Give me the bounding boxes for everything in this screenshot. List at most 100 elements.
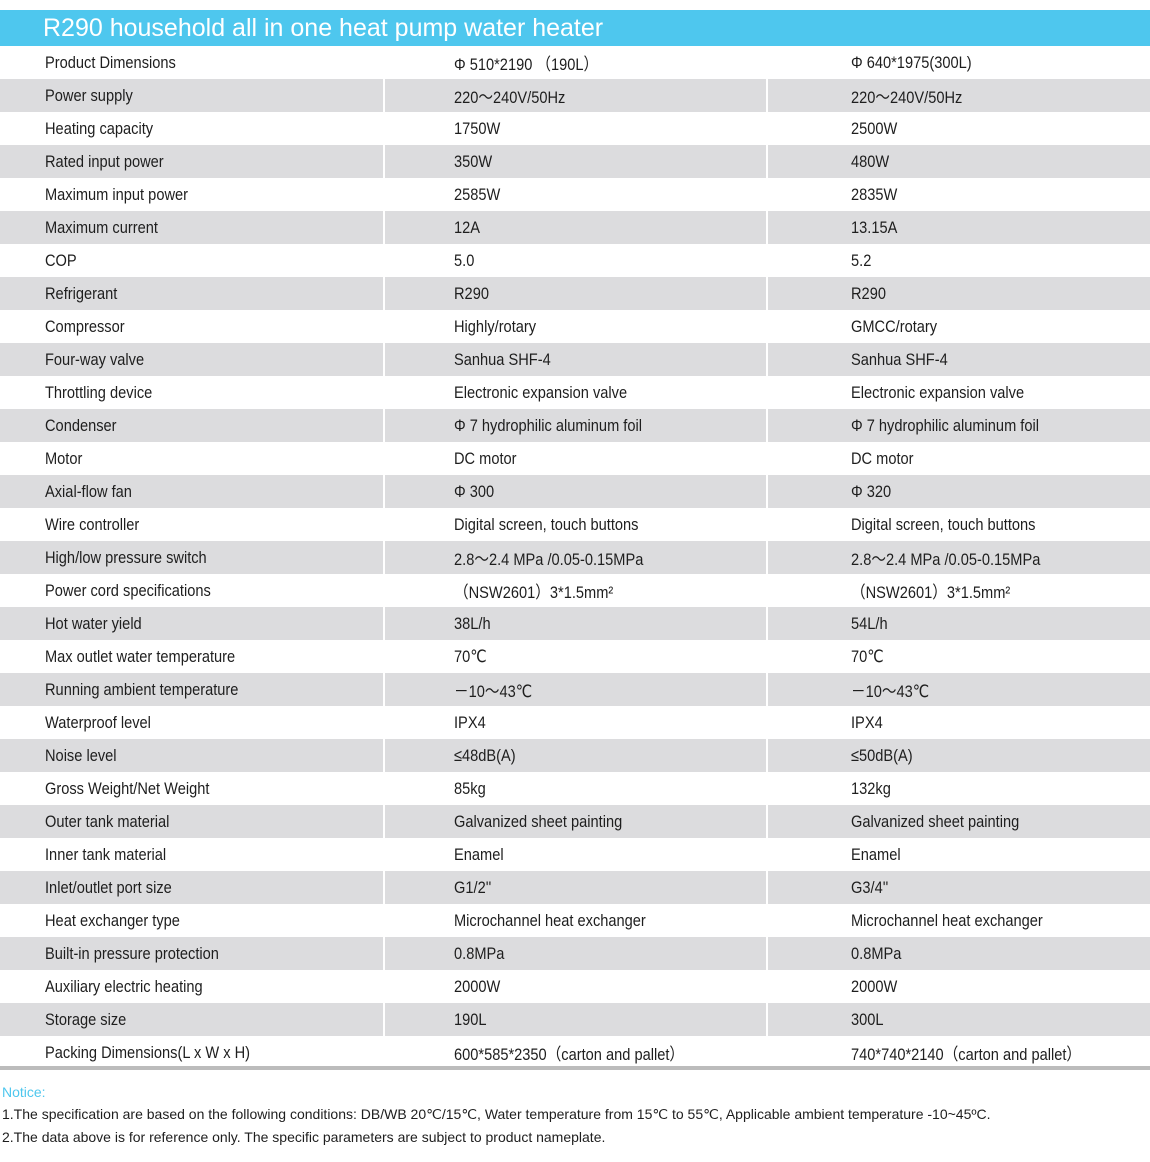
value-190l-cell: 5.0	[383, 244, 766, 277]
value-190l-cell: Sanhua SHF-4	[383, 343, 766, 376]
row-label-cell: High/low pressure switch	[0, 541, 383, 574]
value-190l: 85kg	[454, 778, 486, 798]
value-190l-cell: 2585W	[383, 178, 766, 211]
value-300l: 740*740*2140（carton and pallet）	[851, 1045, 1082, 1064]
value-190l: 70℃	[454, 646, 487, 666]
value-190l-cell: （NSW2601）3*1.5mm²	[383, 574, 766, 607]
row-label-cell: Four-way valve	[0, 343, 383, 376]
row-label: Axial-flow fan	[45, 481, 132, 501]
value-300l: 2500W	[851, 118, 898, 138]
value-300l: 2000W	[851, 976, 898, 996]
value-190l: Electronic expansion valve	[454, 382, 628, 402]
value-190l-cell: Microchannel heat exchanger	[383, 904, 766, 937]
row-label: Four-way valve	[45, 349, 145, 369]
value-190l-cell: IPX4	[383, 706, 766, 739]
row-label-cell: Maximum current	[0, 211, 383, 244]
value-300l: Digital screen, touch buttons	[851, 514, 1036, 534]
value-300l: 70℃	[851, 646, 884, 666]
spec-table: Product Dimensions Φ 510*2190 （190L） Φ 640…	[0, 46, 1150, 1069]
row-label-cell: Packing Dimensions(L x W x H)	[0, 1036, 383, 1069]
value-190l-cell: 220～240V/50Hz	[383, 79, 766, 112]
value-190l-cell: 38L/h	[383, 607, 766, 640]
value-300l: 5.2	[851, 250, 872, 270]
table-row: Wire controller Digital screen, touch but…	[0, 508, 1150, 541]
row-label: Condenser	[45, 415, 117, 435]
value-190l: 600*585*2350（carton and pallet）	[454, 1045, 685, 1064]
value-300l: Enamel	[851, 844, 901, 864]
value-300l: 220～240V/50Hz	[851, 88, 963, 107]
value-190l: Microchannel heat exchanger	[454, 910, 646, 930]
row-label-cell: Storage size	[0, 1003, 383, 1036]
value-190l-cell: Digital screen, touch buttons	[383, 508, 766, 541]
value-300l-cell: IPX4	[766, 706, 1150, 739]
value-300l-cell: 740*740*2140（carton and pallet）	[766, 1036, 1150, 1069]
row-label: Waterproof level	[45, 712, 151, 732]
value-300l-cell: 70℃	[766, 640, 1150, 673]
value-300l-cell: G3/4''	[766, 871, 1150, 904]
value-300l-cell: 480W	[766, 145, 1150, 178]
value-300l-cell: Digital screen, touch buttons	[766, 508, 1150, 541]
row-label-cell: Heating capacity	[0, 112, 383, 145]
value-190l-cell: Electronic expansion valve	[383, 376, 766, 409]
table-row: Product Dimensions Φ 510*2190 （190L） Φ 640…	[0, 46, 1150, 79]
value-190l-cell: －10～43℃	[383, 673, 766, 706]
row-label-cell: Condenser	[0, 409, 383, 442]
value-190l-cell: 85kg	[383, 772, 766, 805]
value-300l: IPX4	[851, 712, 883, 732]
value-190l-cell: Φ 7 hydrophilic aluminum foil	[383, 409, 766, 442]
value-300l: GMCC/rotary	[851, 316, 938, 336]
value-190l: 12A	[454, 217, 481, 237]
row-label-cell: Motor	[0, 442, 383, 475]
value-190l: 0.8MPa	[454, 943, 505, 963]
value-300l-cell: 132kg	[766, 772, 1150, 805]
value-300l-cell: 13.15A	[766, 211, 1150, 244]
value-190l: 38L/h	[454, 613, 491, 633]
value-190l: ≤48dB(A)	[454, 745, 516, 765]
row-label: COP	[45, 250, 77, 270]
table-row: High/low pressure switch 2.8～2.4 MPa /0.0…	[0, 541, 1150, 574]
row-label: Rated input power	[45, 151, 164, 171]
table-row: Outer tank material Galvanized sheet pain…	[0, 805, 1150, 838]
value-300l-cell: ≤50dB(A)	[766, 739, 1150, 772]
value-300l: （NSW2601）3*1.5mm²	[851, 583, 1011, 602]
value-300l: ≤50dB(A)	[851, 745, 913, 765]
row-label: Inlet/outlet port size	[45, 877, 172, 897]
value-190l: R290	[454, 283, 489, 303]
table-row: Power cord specifications （NSW2601）3*1.5m…	[0, 574, 1150, 607]
row-label: Wire controller	[45, 514, 140, 534]
row-label-cell: Wire controller	[0, 508, 383, 541]
row-label-cell: Inner tank material	[0, 838, 383, 871]
value-190l: （NSW2601）3*1.5mm²	[454, 583, 614, 602]
table-row: Noise level ≤48dB(A) ≤50dB(A)	[0, 739, 1150, 772]
table-row: Waterproof level IPX4 IPX4	[0, 706, 1150, 739]
value-300l-cell: 2835W	[766, 178, 1150, 211]
row-label: Throttling device	[45, 382, 153, 402]
value-190l: 2000W	[454, 976, 501, 996]
row-label: Inner tank material	[45, 844, 167, 864]
value-190l-cell: G1/2''	[383, 871, 766, 904]
row-label: Auxiliary electric heating	[45, 976, 203, 996]
row-label-cell: Outer tank material	[0, 805, 383, 838]
value-190l-cell: 0.8MPa	[383, 937, 766, 970]
row-label: Motor	[45, 448, 83, 468]
value-190l: Sanhua SHF-4	[454, 349, 551, 369]
value-300l: 0.8MPa	[851, 943, 902, 963]
value-300l-cell: Φ 640*1975(300L)	[766, 46, 1150, 79]
row-label-cell: Inlet/outlet port size	[0, 871, 383, 904]
row-label: Built-in pressure protection	[45, 943, 219, 963]
row-label-cell: Running ambient temperature	[0, 673, 383, 706]
value-190l: －10～43℃	[454, 682, 533, 701]
table-row: Inner tank material Enamel Enamel	[0, 838, 1150, 871]
value-190l: 2585W	[454, 184, 501, 204]
row-label: Storage size	[45, 1009, 127, 1029]
value-300l-cell: －10～43℃	[766, 673, 1150, 706]
value-300l-cell: 220～240V/50Hz	[766, 79, 1150, 112]
table-row: Packing Dimensions(L x W x H) 600*585*235…	[0, 1036, 1150, 1069]
value-190l-cell: DC motor	[383, 442, 766, 475]
value-300l: 2835W	[851, 184, 898, 204]
row-label-cell: COP	[0, 244, 383, 277]
row-label-cell: Refrigerant	[0, 277, 383, 310]
table-row: Condenser Φ 7 hydrophilic aluminum foil Φ …	[0, 409, 1150, 442]
value-300l: Galvanized sheet painting	[851, 811, 1020, 831]
value-190l: DC motor	[454, 448, 517, 468]
